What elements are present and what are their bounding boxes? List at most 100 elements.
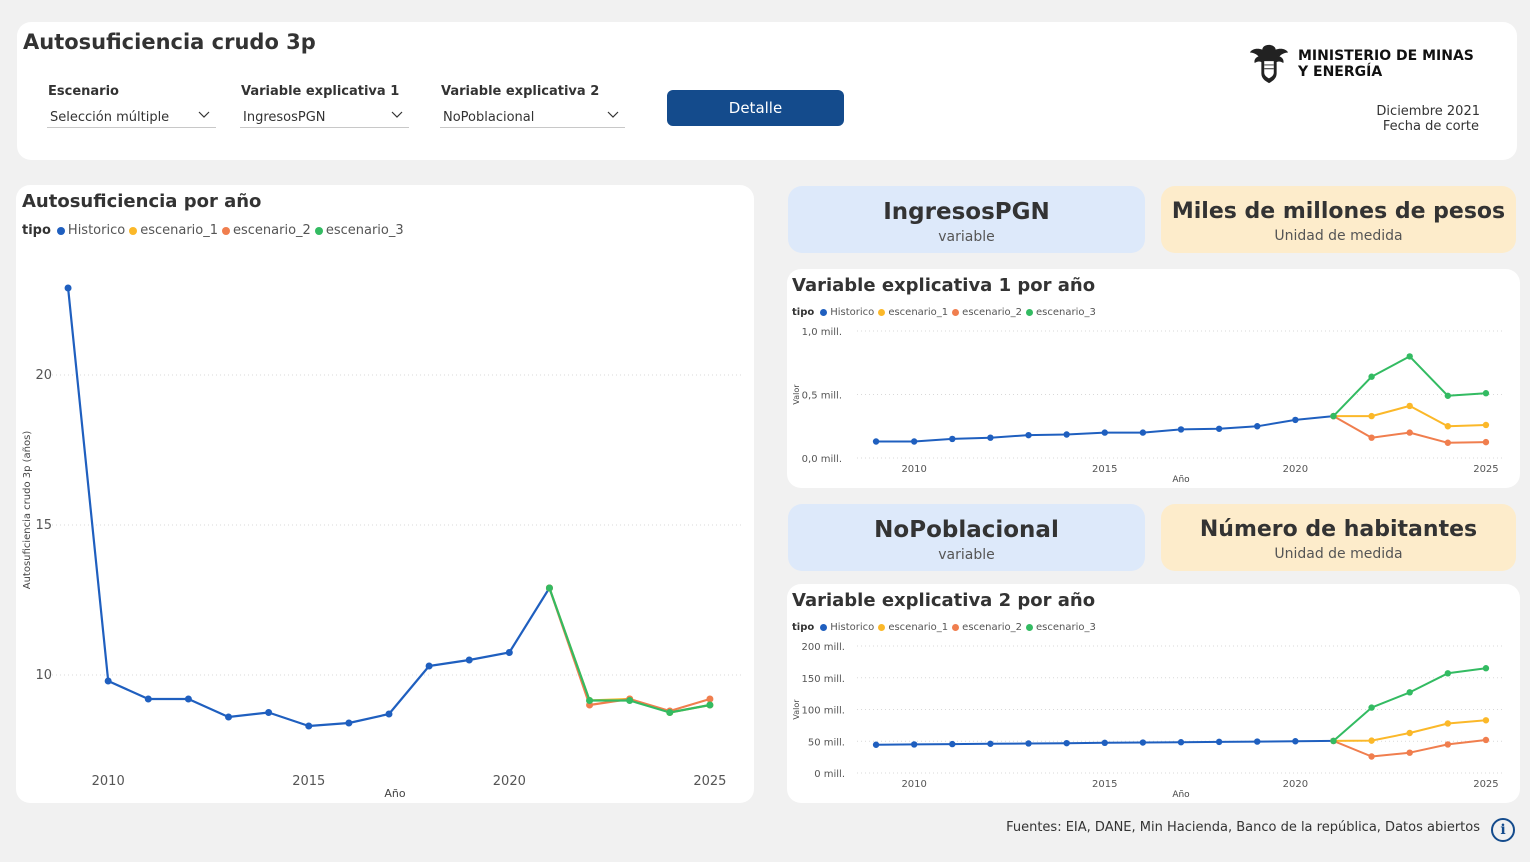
kpi-unit-1-value: Miles de millones de pesos [1171, 199, 1506, 224]
data-point-historico [1254, 738, 1261, 745]
data-point-historico [1254, 423, 1261, 430]
y-tick-label: 200 mill. [801, 642, 845, 653]
legend-dot [878, 309, 886, 316]
data-point-escenario-1 [1482, 421, 1490, 429]
data-point-historico [385, 710, 393, 718]
ministerio-logo-text-line1: MINISTERIO DE MINAS [1298, 48, 1474, 64]
legend-item-historico[interactable]: Historico [820, 307, 874, 318]
x-axis-label: Año [1172, 475, 1190, 485]
data-point-escenario-2 [1482, 438, 1490, 446]
legend-item-historico[interactable]: Historico [820, 622, 874, 633]
legend-item-escenario-1[interactable]: escenario_1 [878, 622, 948, 633]
data-point-escenario-2 [1406, 749, 1413, 756]
x-tick-label: 2025 [1473, 779, 1498, 790]
data-point-escenario-3 [1482, 390, 1490, 397]
data-point-historico [1139, 429, 1147, 436]
data-point-historico [987, 740, 994, 747]
y-tick-label: 100 mill. [801, 706, 845, 717]
cutoff-date-caption: Fecha de corte [1382, 119, 1479, 134]
x-tick-label: 2010 [92, 774, 125, 789]
data-point-historico [425, 662, 433, 670]
variable-1-dropdown[interactable]: IngresosPGN [240, 106, 409, 128]
data-point-escenario-2 [1482, 736, 1490, 744]
legend-item-escenario-3[interactable]: escenario_3 [314, 223, 404, 238]
legend-item-escenario-3[interactable]: escenario_3 [1026, 307, 1096, 318]
data-point-escenario-3 [706, 701, 714, 709]
y-tick-label: 15 [35, 518, 52, 533]
legend-item-escenario-2[interactable]: escenario_2 [952, 622, 1022, 633]
data-point-historico [225, 713, 233, 721]
data-point-escenario-2 [1406, 429, 1413, 436]
escenario-dropdown[interactable]: Selección múltiple [47, 106, 216, 128]
legend-dot [56, 226, 65, 235]
info-icon[interactable]: i [1491, 818, 1515, 842]
page-title: Autosuficiencia crudo 3p [23, 30, 316, 54]
chevron-down-icon [198, 111, 210, 118]
data-point-historico [1063, 739, 1070, 747]
variable-1-chart-card: Variable explicativa 1 por año tipo Hist… [787, 269, 1520, 488]
variable-1-chart-title: Variable explicativa 1 por año [792, 275, 1096, 296]
data-point-historico [1215, 738, 1223, 746]
legend-dot [952, 624, 960, 631]
data-point-historico [949, 435, 956, 443]
legend-title: tipo [792, 307, 815, 318]
y-tick-label: 20 [35, 368, 52, 383]
series-line-historico [67, 287, 551, 728]
legend-item-escenario-1[interactable]: escenario_1 [878, 307, 948, 318]
data-point-historico [987, 434, 994, 441]
data-point-historico [1177, 739, 1185, 746]
legend-item-historico[interactable]: Historico [56, 223, 125, 238]
main-line-chart: 10 15 20 2010 2015 2020 2025 Año Autosuficiencia… [22, 284, 742, 800]
data-point-escenario-3 [1330, 737, 1337, 745]
x-axis-label: Año [384, 787, 405, 800]
data-point-historico [345, 719, 353, 727]
data-point-escenario-1 [1482, 717, 1490, 724]
data-point-historico [104, 677, 112, 685]
cutoff-date: Diciembre 2021 [1376, 104, 1480, 119]
data-point-escenario-3 [1406, 353, 1413, 360]
x-tick-label: 2010 [901, 464, 926, 475]
legend-dot [1026, 624, 1034, 631]
series-line-escenario-1 [548, 587, 711, 714]
main-chart-card: Autosuficiencia por año tipo Historico e… [16, 185, 754, 803]
legend-dot [222, 226, 231, 235]
legend-item-escenario-2[interactable]: escenario_2 [222, 223, 311, 238]
data-point-escenario-3 [545, 584, 553, 592]
data-point-historico [1101, 739, 1108, 747]
kpi-unit-1-caption: Unidad de medida [1274, 228, 1403, 244]
variable-1-chart-legend: tipo Historico escenario_1 escenario_2 e… [792, 307, 1100, 318]
data-point-historico [949, 740, 956, 748]
y-axis-label: Autosuficiencia crudo 3p (años) [22, 431, 33, 590]
variable-2-dropdown-value: NoPoblacional [443, 110, 535, 125]
data-point-historico [872, 438, 880, 445]
data-point-escenario-3 [1444, 392, 1452, 399]
y-axis-label: Valor [792, 384, 801, 405]
legend-dot [820, 309, 828, 316]
x-tick-label: 2020 [1283, 779, 1308, 790]
series-line-escenario-3 [548, 587, 711, 714]
data-point-escenario-1 [1368, 737, 1375, 744]
data-point-escenario-2 [1444, 741, 1452, 748]
data-point-historico [1025, 431, 1032, 439]
legend-dot [129, 226, 138, 235]
data-point-escenario-3 [1368, 704, 1375, 711]
legend-item-escenario-3[interactable]: escenario_3 [1026, 622, 1096, 633]
legend-item-escenario-2[interactable]: escenario_2 [952, 307, 1022, 318]
data-point-historico [872, 741, 880, 748]
detalle-button[interactable]: Detalle [667, 90, 844, 126]
data-point-historico [184, 695, 192, 703]
kpi-variable-1-card: IngresosPGN variable [788, 186, 1145, 253]
data-point-escenario-1 [1444, 720, 1452, 727]
data-point-historico [64, 284, 72, 292]
legend-dot [952, 309, 960, 316]
data-point-escenario-3 [1406, 689, 1413, 696]
y-tick-label: 150 mill. [801, 674, 845, 685]
variable-2-dropdown[interactable]: NoPoblacional [440, 106, 625, 128]
legend-title: tipo [22, 223, 51, 238]
legend-title: tipo [792, 622, 815, 633]
legend-item-escenario-1[interactable]: escenario_1 [129, 223, 218, 238]
filter-label-escenario: Escenario [48, 84, 119, 99]
data-point-escenario-1 [1406, 402, 1413, 410]
kpi-unit-2-card: Número de habitantes Unidad de medida [1161, 504, 1516, 571]
x-tick-label: 2010 [901, 779, 926, 790]
